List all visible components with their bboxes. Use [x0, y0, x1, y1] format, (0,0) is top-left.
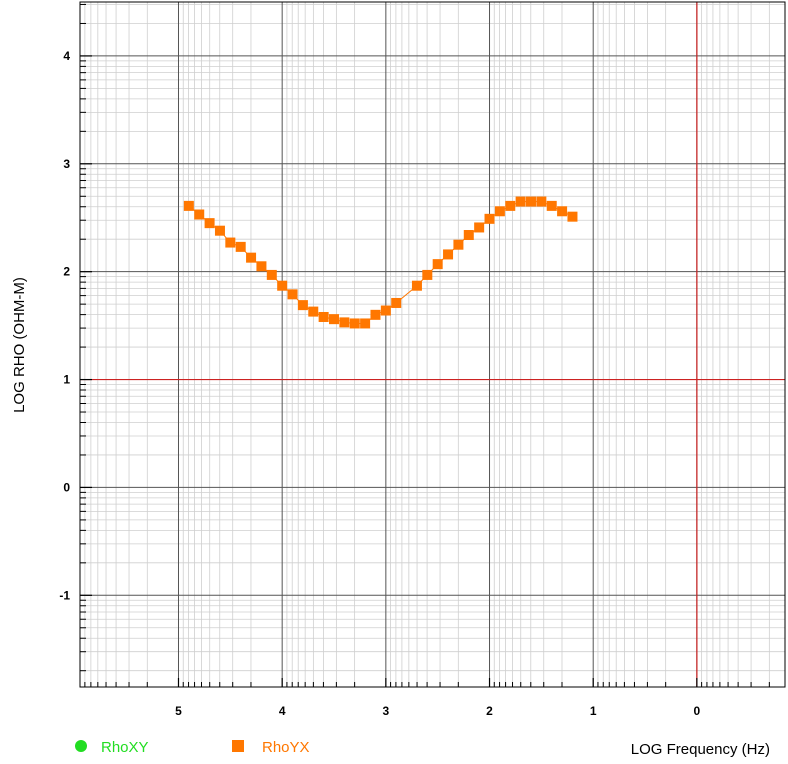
- data-point: [463, 230, 474, 241]
- data-point: [505, 200, 516, 211]
- data-point: [225, 237, 236, 248]
- grid: [80, 2, 785, 687]
- legend-marker-rhoyx: [232, 740, 244, 752]
- series-rhoyx: [183, 196, 578, 329]
- legend-label-rhoxy: RhoXY: [101, 739, 149, 756]
- y-tick-label: 2: [63, 265, 70, 279]
- data-point: [256, 261, 267, 272]
- data-point: [422, 269, 433, 280]
- legend-marker-rhoxy: [75, 740, 87, 752]
- data-point: [567, 211, 578, 222]
- data-point: [515, 196, 526, 207]
- data-point: [525, 196, 536, 207]
- y-tick-label: 3: [63, 157, 70, 171]
- data-point: [474, 222, 485, 233]
- x-tick-label: 5: [175, 704, 182, 718]
- data-point: [380, 305, 391, 316]
- data-series: [183, 196, 578, 329]
- x-tick-label: 2: [486, 704, 493, 718]
- data-point: [432, 259, 443, 270]
- data-point: [349, 318, 360, 329]
- data-point: [318, 311, 329, 322]
- y-axis-title: LOG RHO (OHM-M): [11, 277, 28, 413]
- data-point: [360, 318, 371, 329]
- data-point: [266, 269, 277, 280]
- data-point: [557, 206, 568, 217]
- data-point: [183, 200, 194, 211]
- plot-frame: [79, 1, 786, 688]
- data-point: [339, 317, 350, 328]
- y-tick-label: 0: [63, 480, 70, 494]
- data-point: [194, 209, 205, 220]
- data-point: [546, 200, 557, 211]
- data-point: [411, 280, 422, 291]
- legend-label-rhoyx: RhoYX: [262, 739, 310, 756]
- data-point: [536, 196, 547, 207]
- data-point: [297, 300, 308, 311]
- data-point: [287, 289, 298, 300]
- x-tick-label: 4: [279, 704, 286, 718]
- y-tick-label: 4: [63, 49, 70, 63]
- legend: RhoXY RhoYX: [75, 739, 310, 756]
- x-tick-label: 3: [383, 704, 390, 718]
- x-axis-title: LOG Frequency (Hz): [631, 741, 770, 758]
- reference-lines: [80, 2, 785, 687]
- data-point: [277, 280, 288, 291]
- y-tick-label: 1: [63, 373, 70, 387]
- data-point: [370, 309, 381, 320]
- data-point: [235, 241, 246, 252]
- data-point: [494, 206, 505, 217]
- axis-ticks: [80, 3, 770, 687]
- data-point: [329, 314, 340, 325]
- data-point: [308, 306, 319, 317]
- data-point: [443, 249, 454, 260]
- x-tick-label: 1: [590, 704, 597, 718]
- data-point: [214, 225, 225, 236]
- data-point: [453, 239, 464, 250]
- y-tick-label: -1: [59, 588, 70, 602]
- tick-labels: 5 4 3 2 1 0 4 3 2 1 0 -1: [59, 49, 700, 718]
- data-point: [246, 252, 257, 263]
- x-tick-label: 0: [694, 704, 701, 718]
- data-point: [391, 297, 402, 308]
- data-point: [204, 218, 215, 229]
- data-point: [484, 213, 495, 224]
